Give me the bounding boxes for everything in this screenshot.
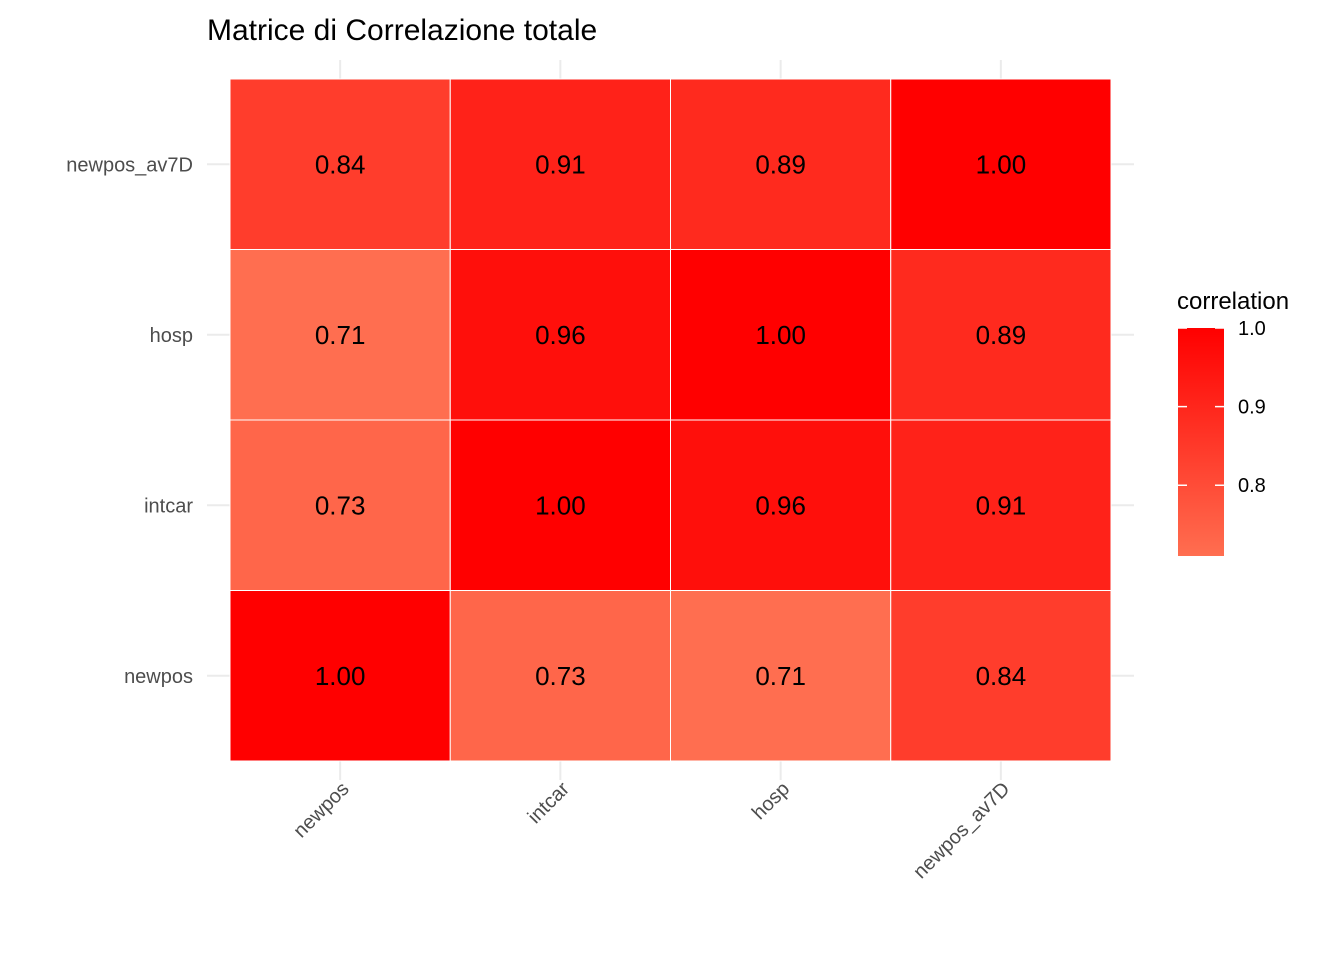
heatmap-cell xyxy=(229,590,451,762)
legend-tick-label: 1.0 xyxy=(1238,318,1266,340)
legend-title: correlation xyxy=(1177,288,1289,315)
cell-value-label: 1.00 xyxy=(755,320,806,350)
cell-value-label: 0.84 xyxy=(315,149,366,179)
y-tick-label: newpos xyxy=(124,666,193,688)
x-axis-tick-labels: newpos intcar hosp newpos_av7D xyxy=(289,778,1014,883)
cell-value-label: 0.71 xyxy=(755,661,806,691)
heatmap-cell xyxy=(670,590,892,762)
cell-value-labels: 1.00 0.73 0.71 0.84 0.73 1.00 0.96 0.91 0.71 0.96… xyxy=(315,149,1026,691)
heatmap-cell xyxy=(670,249,892,421)
heatmap-cell xyxy=(890,590,1112,762)
cell-value-label: 1.00 xyxy=(315,661,366,691)
heatmap-cell xyxy=(890,249,1112,421)
y-tick-label: newpos_av7D xyxy=(66,154,193,176)
heatmap-cell xyxy=(449,590,671,762)
y-tick-label: intcar xyxy=(144,495,193,517)
legend-tick-label: 0.9 xyxy=(1238,397,1266,419)
cell-value-label: 0.73 xyxy=(535,661,586,691)
heatmap-cell xyxy=(229,249,451,421)
legend-ticks: 1.0 0.9 0.8 xyxy=(1178,318,1266,497)
cell-value-label: 1.00 xyxy=(976,149,1027,179)
heatmap-cell xyxy=(670,78,892,250)
cell-value-label: 0.91 xyxy=(535,149,586,179)
heatmap-cells xyxy=(229,78,1112,762)
cell-value-label: 0.89 xyxy=(755,149,806,179)
y-tick-label: hosp xyxy=(150,325,193,347)
cell-value-label: 0.96 xyxy=(755,490,806,520)
heatmap-cell xyxy=(449,419,671,591)
cell-value-label: 0.84 xyxy=(976,661,1027,691)
x-tick-label: hosp xyxy=(748,778,794,824)
cell-value-label: 0.73 xyxy=(315,490,366,520)
chart-title: Matrice di Correlazione totale xyxy=(207,14,597,47)
x-tick-label: newpos xyxy=(289,778,353,842)
x-tick-label: intcar xyxy=(524,778,574,828)
color-legend: correlation 1.0 0.9 0.8 xyxy=(1177,288,1289,556)
heatmap-cell xyxy=(449,78,671,250)
x-tick-label: newpos_av7D xyxy=(909,778,1014,883)
legend-colorbar xyxy=(1178,328,1224,556)
cell-value-label: 0.89 xyxy=(976,320,1027,350)
cell-value-label: 0.91 xyxy=(976,490,1027,520)
cell-value-label: 0.96 xyxy=(535,320,586,350)
cell-value-label: 1.00 xyxy=(535,490,586,520)
heatmap-cell xyxy=(890,78,1112,250)
heatmap-cell xyxy=(890,419,1112,591)
cell-value-label: 0.71 xyxy=(315,320,366,350)
heatmap-cell xyxy=(229,78,451,250)
y-axis-tick-labels: newpos intcar hosp newpos_av7D xyxy=(66,154,193,688)
legend-tick-label: 0.8 xyxy=(1238,475,1266,497)
